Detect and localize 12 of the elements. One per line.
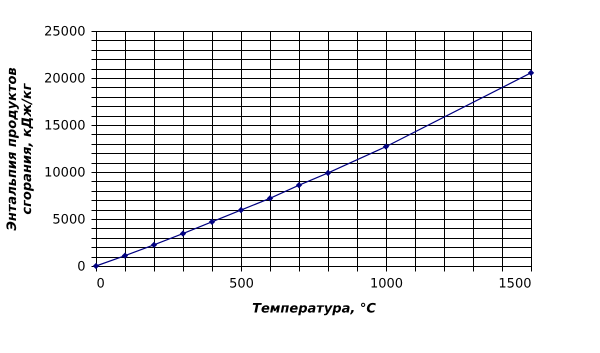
- y-tick-label: 25000: [44, 24, 86, 40]
- x-tick-label: 1000: [370, 276, 404, 292]
- x-tick-label: 1500: [498, 276, 532, 292]
- y-tick-label: 5000: [52, 212, 86, 228]
- x-tick-label: 500: [229, 276, 254, 292]
- y-axis-title: Энтальпия продуктов сгорания, кДж/кг: [5, 67, 36, 231]
- y-tick-label: 20000: [44, 72, 86, 86]
- y-tick-label: 0: [77, 260, 86, 274]
- x-axis-title: Температура, °C: [252, 302, 376, 316]
- y-tick-label: 15000: [44, 118, 86, 134]
- x-tick-label: 0: [96, 276, 105, 292]
- y-tick-label: 10000: [44, 166, 86, 180]
